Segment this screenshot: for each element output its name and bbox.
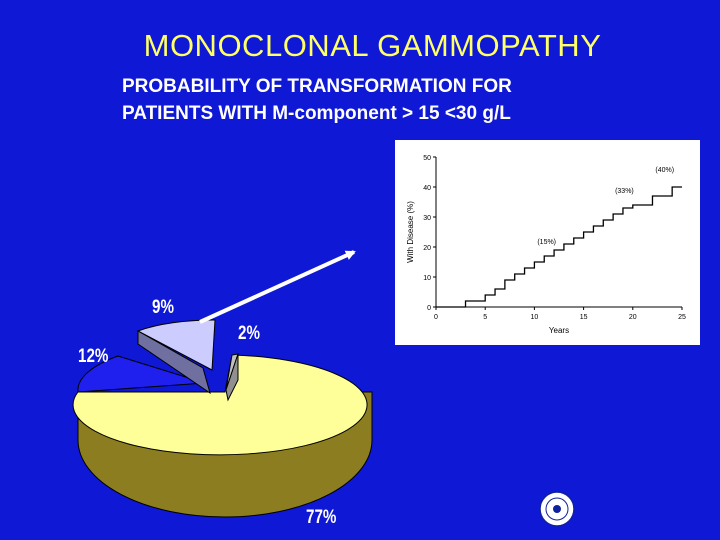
slide-subtitle: PROBABILITY OF TRANSFORMATION FOR PATIEN… bbox=[122, 73, 512, 127]
pie-label-9: 9% bbox=[152, 297, 174, 318]
inset-annotation: (15%) bbox=[537, 239, 556, 246]
inset-y-tick-label: 20 bbox=[423, 245, 431, 252]
inset-chart-background bbox=[395, 140, 700, 345]
pie-slice-9-top bbox=[136, 319, 216, 371]
arrow-pointer bbox=[199, 250, 356, 324]
inset-y-tick-label: 10 bbox=[423, 275, 431, 282]
inset-y-tick-label: 40 bbox=[423, 185, 431, 192]
subtitle-line-2: PATIENTS WITH M-component > 15 <30 g/L bbox=[122, 103, 511, 124]
pie-label-12: 12% bbox=[78, 346, 109, 367]
inset-y-tick-label: 0 bbox=[427, 305, 431, 312]
inset-x-tick-label: 0 bbox=[434, 314, 438, 321]
inset-annotation: (33%) bbox=[615, 188, 634, 195]
inset-series-line bbox=[436, 186, 682, 308]
pie-slice-2-side bbox=[225, 353, 239, 402]
slide-title: MONOCLONAL GAMMOPATHY bbox=[143, 28, 602, 63]
inset-x-axis-label: Years bbox=[549, 326, 569, 335]
pie-slice-9-side bbox=[137, 330, 211, 395]
pie-slice-77-top bbox=[72, 354, 368, 456]
inset-x-tick-label: 25 bbox=[678, 314, 686, 321]
pie-chart-3d bbox=[72, 319, 373, 518]
inset-x-tick-label: 20 bbox=[629, 314, 637, 321]
pie-label-2: 2% bbox=[238, 323, 260, 344]
inset-annotation: (40%) bbox=[655, 167, 674, 174]
inset-x-tick-label: 5 bbox=[483, 314, 487, 321]
inset-y-tick-label: 30 bbox=[423, 215, 431, 222]
inset-plot-area: 0 10 20 30 40 50 0 5 10 15 20 25 Years With Disease (… bbox=[406, 155, 686, 335]
inset-y-axis-label: With Disease (%) bbox=[406, 201, 415, 263]
inset-chart: 0 10 20 30 40 50 0 5 10 15 20 25 Years With Disease (… bbox=[395, 140, 700, 345]
inset-x-tick-label: 10 bbox=[531, 314, 539, 321]
inset-x-tick-label: 15 bbox=[580, 314, 588, 321]
footer-logo bbox=[539, 491, 575, 527]
pie-slice-12-top bbox=[77, 355, 206, 393]
inset-y-tick-label: 50 bbox=[423, 155, 431, 162]
pie-label-77: 77% bbox=[306, 507, 337, 528]
subtitle-line-1: PROBABILITY OF TRANSFORMATION FOR bbox=[122, 76, 512, 97]
